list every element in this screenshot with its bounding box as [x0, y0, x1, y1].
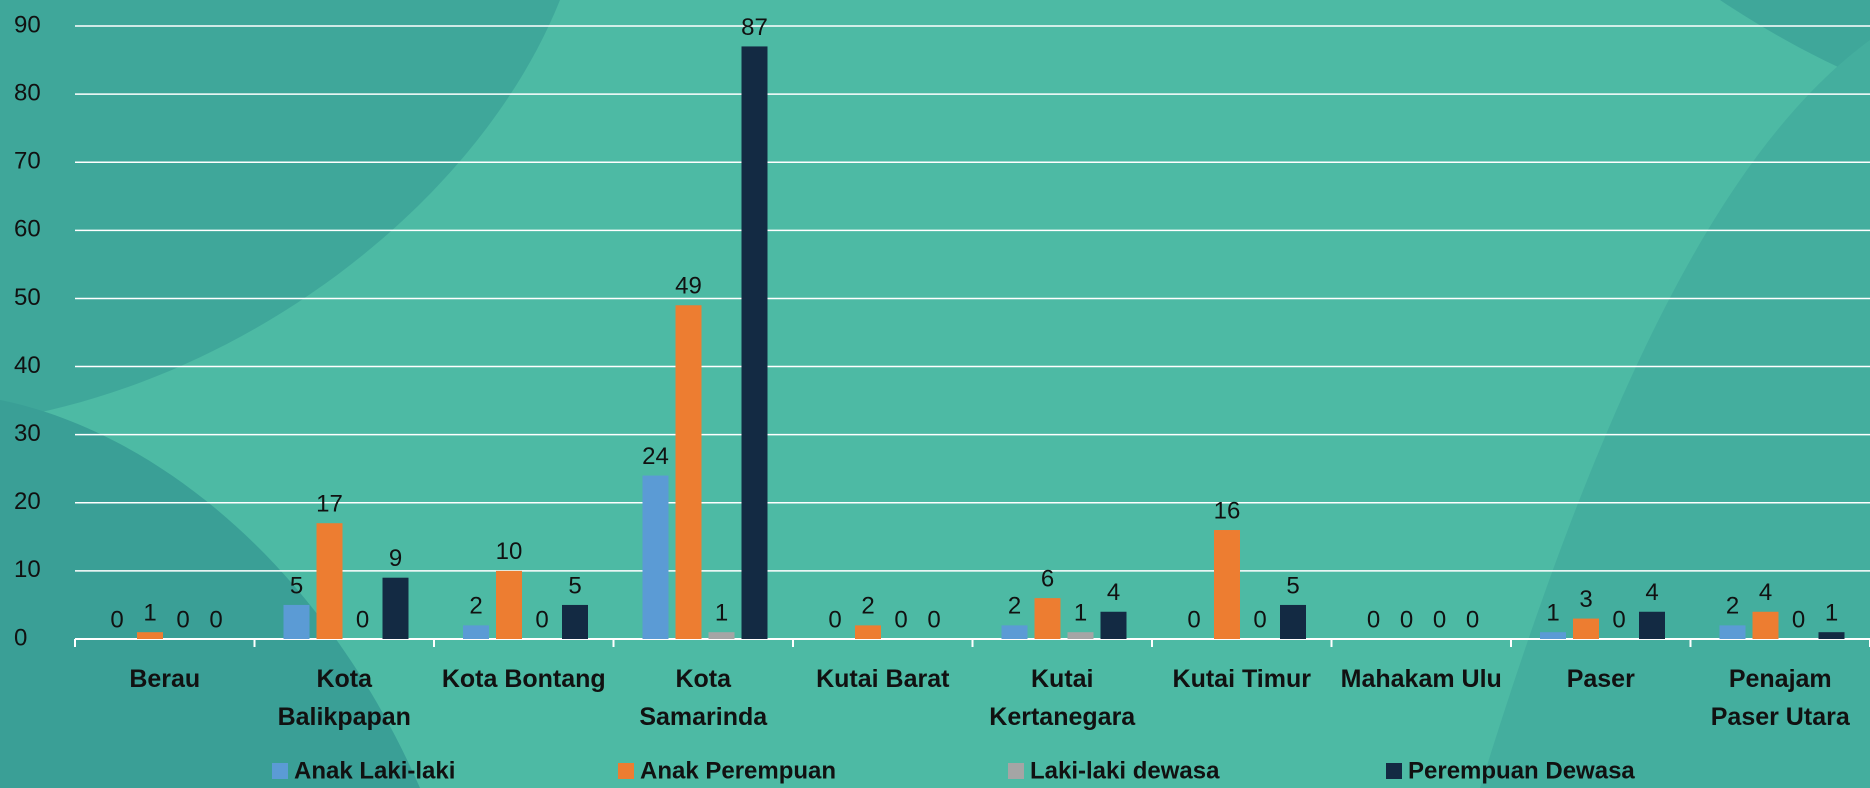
data-label: 1 — [1825, 600, 1838, 627]
y-tick-label: 80 — [14, 79, 41, 106]
chart: 0102030405060708090010051709210052449187… — [0, 0, 1870, 788]
data-label: 0 — [176, 606, 189, 633]
x-tick-label: Kutai Kertanegara — [974, 660, 1150, 736]
data-label: 0 — [1466, 606, 1479, 633]
bar — [1101, 612, 1127, 639]
legend-label: Anak Perempuan — [640, 757, 836, 784]
data-label: 1 — [715, 600, 728, 627]
legend-label: Perempuan Dewasa — [1408, 757, 1635, 784]
data-label: 2 — [1008, 593, 1021, 620]
y-tick-label: 90 — [14, 11, 41, 38]
bar — [709, 632, 735, 639]
bar — [855, 625, 881, 639]
data-label: 5 — [290, 572, 303, 599]
data-label: 49 — [675, 273, 702, 300]
data-label: 4 — [1107, 579, 1120, 606]
data-label: 2 — [469, 593, 482, 620]
x-tick-label: Paser — [1513, 660, 1689, 698]
data-label: 17 — [316, 491, 343, 518]
data-label: 0 — [209, 606, 222, 633]
bar — [1639, 612, 1665, 639]
data-label: 0 — [1400, 606, 1413, 633]
legend-label: Anak Laki-laki — [294, 757, 455, 784]
data-label: 0 — [1792, 606, 1805, 633]
bar — [1540, 632, 1566, 639]
bar — [562, 605, 588, 639]
data-label: 0 — [894, 606, 907, 633]
data-label: 0 — [1433, 606, 1446, 633]
data-label: 0 — [1187, 606, 1200, 633]
data-label: 4 — [1759, 579, 1772, 606]
bar — [284, 605, 310, 639]
bar — [676, 305, 702, 639]
bar — [1068, 632, 1094, 639]
bar — [1753, 612, 1779, 639]
legend-swatch — [1386, 763, 1402, 779]
bar — [317, 523, 343, 639]
y-tick-label: 10 — [14, 556, 41, 583]
data-label: 2 — [861, 593, 874, 620]
data-label: 3 — [1579, 586, 1592, 613]
data-label: 5 — [1286, 572, 1299, 599]
data-label: 9 — [389, 545, 402, 572]
bar — [742, 46, 768, 639]
data-label: 10 — [496, 538, 523, 565]
x-tick-label: Penajam Paser Utara — [1692, 660, 1868, 736]
y-tick-label: 30 — [14, 420, 41, 447]
bar — [496, 571, 522, 639]
x-tick-label: Kutai Barat — [795, 660, 971, 698]
data-label: 0 — [1253, 606, 1266, 633]
legend-swatch — [618, 763, 634, 779]
data-label: 0 — [927, 606, 940, 633]
data-label: 1 — [143, 600, 156, 627]
data-label: 1 — [1546, 600, 1559, 627]
x-tick-label: Kota Bontang — [436, 660, 612, 698]
data-label: 0 — [828, 606, 841, 633]
legend-label: Laki-laki dewasa — [1030, 757, 1220, 784]
y-tick-label: 50 — [14, 284, 41, 311]
data-label: 0 — [356, 606, 369, 633]
bar — [1280, 605, 1306, 639]
data-label: 87 — [741, 14, 768, 41]
x-tick-label: Berau — [77, 660, 253, 698]
data-label: 24 — [642, 443, 669, 470]
bar — [1573, 619, 1599, 639]
data-label: 4 — [1645, 579, 1658, 606]
x-tick-label: Kutai Timur — [1154, 660, 1330, 698]
bar — [383, 578, 409, 639]
data-label: 0 — [1612, 606, 1625, 633]
y-tick-label: 40 — [14, 352, 41, 379]
x-tick-label: Mahakam Ulu — [1333, 660, 1509, 698]
x-tick-label: Kota Samarinda — [615, 660, 791, 736]
bar — [137, 632, 163, 639]
bar — [1720, 625, 1746, 639]
decoration — [0, 0, 560, 420]
y-tick-label: 20 — [14, 488, 41, 515]
data-label: 2 — [1726, 593, 1739, 620]
bar — [643, 476, 669, 639]
bar — [1819, 632, 1845, 639]
legend-swatch — [1008, 763, 1024, 779]
data-label: 1 — [1074, 600, 1087, 627]
bar — [463, 625, 489, 639]
y-tick-label: 0 — [14, 624, 27, 651]
data-label: 0 — [110, 606, 123, 633]
y-tick-label: 70 — [14, 148, 41, 175]
data-label: 6 — [1041, 565, 1054, 592]
legend-swatch — [272, 763, 288, 779]
bar — [1002, 625, 1028, 639]
data-label: 0 — [1367, 606, 1380, 633]
x-tick-label: Kota Balikpapan — [256, 660, 432, 736]
data-label: 0 — [535, 606, 548, 633]
bar — [1214, 530, 1240, 639]
data-label: 5 — [568, 572, 581, 599]
data-label: 16 — [1214, 497, 1241, 524]
bar — [1035, 598, 1061, 639]
y-tick-label: 60 — [14, 216, 41, 243]
